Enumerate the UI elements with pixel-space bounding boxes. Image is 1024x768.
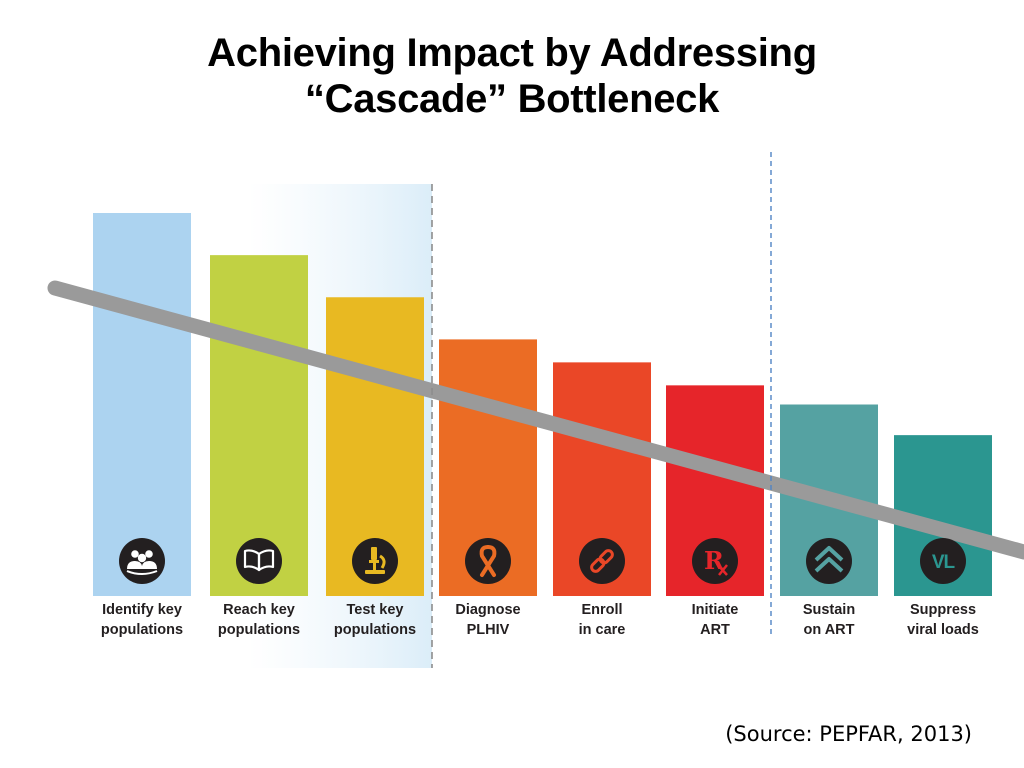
category-label-3-line1: Test key xyxy=(347,602,404,618)
category-label-8-line1: Suppress xyxy=(910,602,976,618)
category-label-3-line2: populations xyxy=(334,622,416,638)
ribbon-icon xyxy=(465,538,511,584)
bar-1 xyxy=(93,213,191,596)
category-label-7-line1: Sustain xyxy=(803,602,855,618)
chart-title: Achieving Impact by Addressing “Cascade”… xyxy=(150,30,874,122)
book-icon xyxy=(236,538,282,584)
chart-title-line1: Achieving Impact by Addressing xyxy=(207,31,817,75)
icons-layer: R VL xyxy=(119,538,966,584)
rx-icon: R xyxy=(692,538,738,584)
microscope-icon xyxy=(352,538,398,584)
people-icon xyxy=(119,538,165,584)
category-label-2-line2: populations xyxy=(218,622,300,638)
bars-layer xyxy=(93,213,992,596)
vl-icon: VL xyxy=(920,538,966,584)
category-label-6-line1: Initiate xyxy=(692,602,739,618)
category-label-6-line2: ART xyxy=(700,622,730,638)
chain-link-icon xyxy=(579,538,625,584)
category-label-5-line2: in care xyxy=(579,622,626,638)
chart-title-line2: “Cascade” Bottleneck xyxy=(304,77,720,121)
category-label-8-line2: viral loads xyxy=(907,622,979,638)
svg-text:VL: VL xyxy=(932,552,956,573)
labels-layer: Identify key populations Reach key populati… xyxy=(101,602,979,638)
source-note: (Source: PEPFAR, 2013) xyxy=(725,722,972,746)
category-label-2-line1: Reach key xyxy=(223,602,295,618)
category-label-4-line2: PLHIV xyxy=(467,622,510,638)
category-label-1-line2: populations xyxy=(101,622,183,638)
category-label-7-line2: on ART xyxy=(803,622,854,638)
chevrons-up-icon xyxy=(806,538,852,584)
category-label-1-line1: Identify key xyxy=(102,602,182,618)
category-label-4-line1: Diagnose xyxy=(455,602,520,618)
category-label-5-line1: Enroll xyxy=(581,602,622,618)
bottleneck-trend-line xyxy=(47,280,1024,560)
